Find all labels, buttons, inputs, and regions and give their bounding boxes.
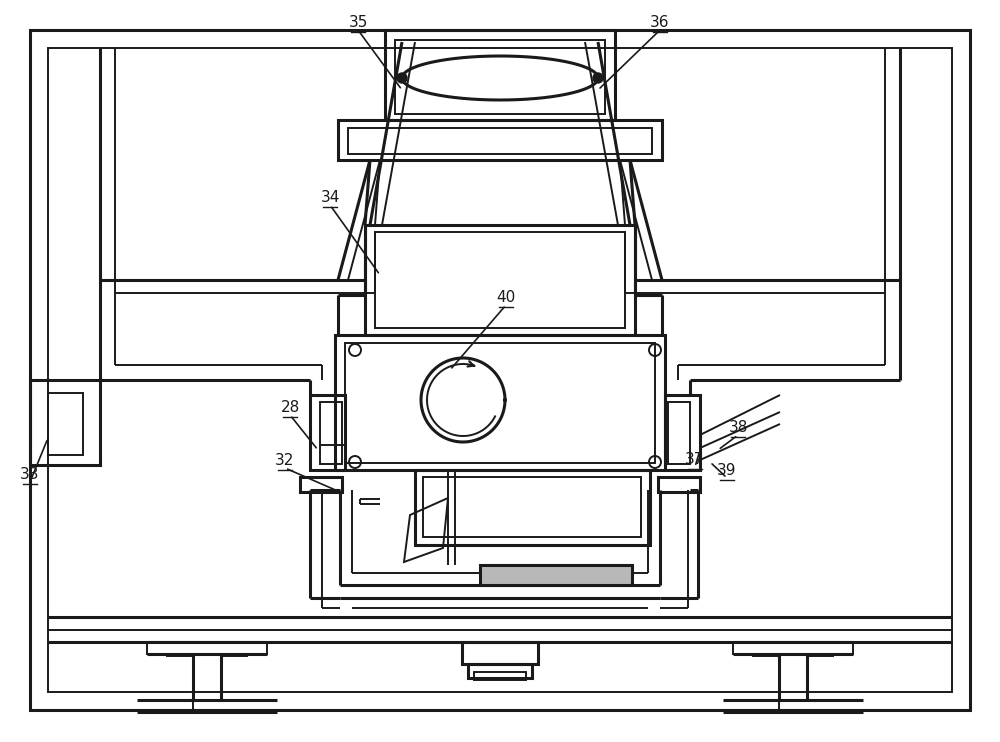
Circle shape — [593, 73, 603, 83]
Bar — [335, 335, 665, 470]
Text: 39: 39 — [717, 463, 737, 478]
Bar — [668, 402, 690, 464]
Bar — [338, 120, 662, 160]
Bar — [30, 380, 100, 465]
Circle shape — [397, 73, 407, 83]
Text: 35: 35 — [348, 15, 368, 30]
Bar — [480, 565, 632, 585]
Text: 40: 40 — [496, 290, 516, 305]
Text: 37: 37 — [685, 452, 705, 467]
Text: 32: 32 — [275, 453, 295, 468]
Bar — [395, 40, 605, 114]
Bar — [423, 477, 641, 537]
Bar — [48, 48, 952, 692]
Bar — [474, 672, 526, 680]
Bar — [310, 395, 345, 470]
Bar — [462, 642, 538, 664]
Text: 36: 36 — [650, 15, 670, 30]
Bar — [300, 477, 342, 492]
Bar — [348, 128, 652, 154]
Bar — [375, 232, 625, 328]
Text: 38: 38 — [728, 420, 748, 435]
Bar — [365, 225, 635, 335]
Bar — [320, 402, 342, 464]
Bar — [385, 30, 615, 120]
Bar — [147, 642, 267, 654]
Text: 28: 28 — [280, 400, 300, 415]
Text: 33: 33 — [20, 467, 40, 482]
Bar — [733, 642, 853, 654]
Bar — [48, 393, 83, 455]
Bar — [415, 470, 650, 545]
Bar — [658, 477, 700, 492]
Text: 34: 34 — [320, 190, 340, 205]
Bar — [345, 343, 655, 463]
Bar — [665, 395, 700, 470]
Bar — [468, 664, 532, 678]
